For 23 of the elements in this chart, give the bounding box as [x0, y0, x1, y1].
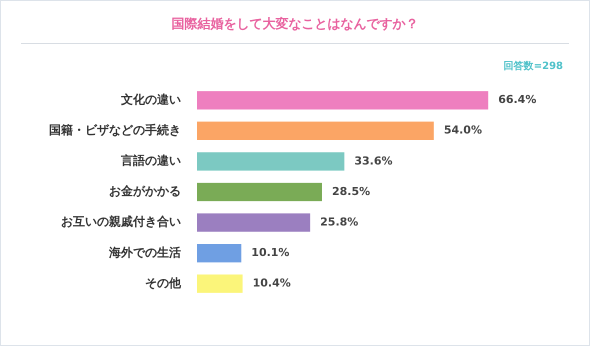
y-tick-label: お互いの親戚付き合い: [61, 214, 181, 229]
bar: [197, 274, 243, 293]
bar: [197, 213, 310, 232]
y-tick-label: 国籍・ビザなどの手続き: [49, 122, 181, 137]
bar: [197, 122, 434, 140]
data-label: 25.8%: [320, 215, 358, 228]
text: 回答数=298: [504, 60, 563, 73]
data-label: 66.4%: [498, 93, 536, 106]
bar: [197, 91, 488, 110]
data-label: 28.5%: [332, 184, 370, 198]
bar: [197, 152, 344, 171]
data-label: 10.4%: [252, 276, 291, 290]
data-label: 33.6%: [354, 154, 393, 168]
y-tick-label: その他: [145, 276, 182, 290]
y-tick-label: お金がかかる: [109, 184, 181, 198]
y-tick-label: 文化の違い: [120, 92, 181, 106]
bar: [197, 182, 322, 202]
data-label: 10.1%: [251, 246, 290, 259]
y-tick-label: 言語の違い: [120, 154, 181, 168]
chart-title: 国際結婚をして大変なことはなんですか？: [170, 16, 420, 33]
y-tick-label: 海外での生活: [108, 245, 181, 260]
bar: [197, 244, 242, 262]
data-label: 54.0%: [444, 124, 482, 137]
